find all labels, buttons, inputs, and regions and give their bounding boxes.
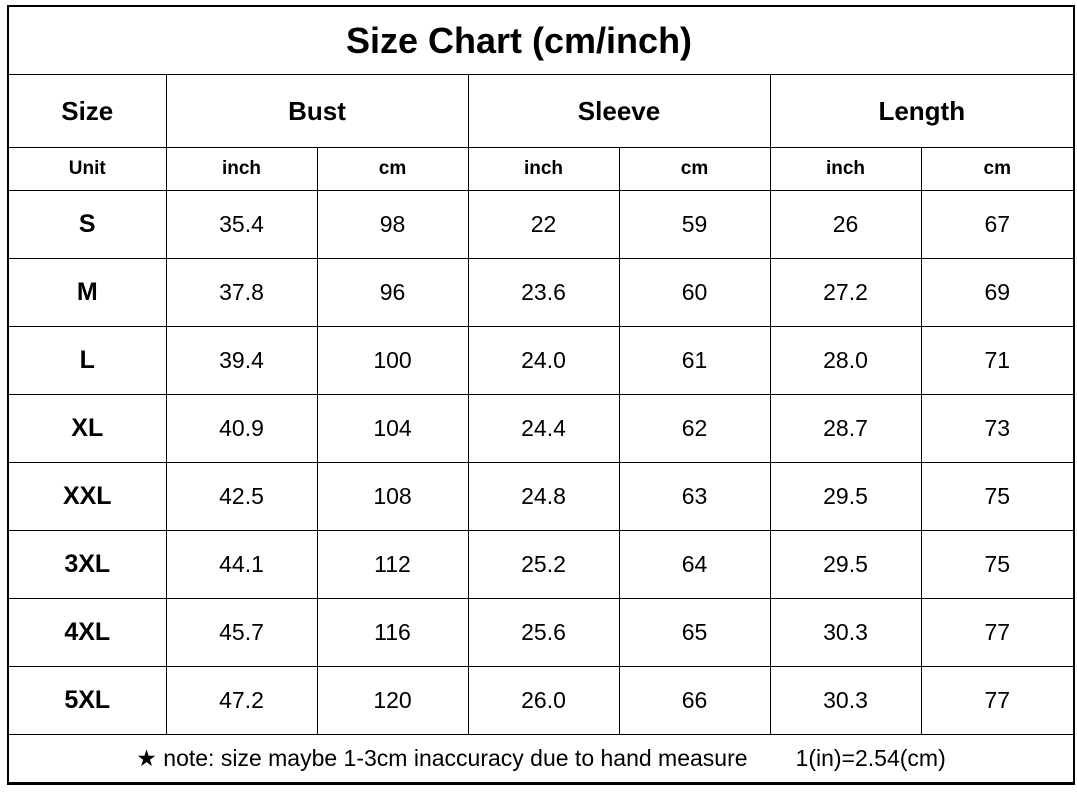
header-length: Length [769,74,1076,148]
table-row: S 35.4 98 22 59 26 67 [7,190,1076,259]
measure-cell: 60 [618,258,771,327]
measure-cell: 42.5 [165,462,318,531]
conversion-text: 1(in)=2.54(cm) [795,745,946,771]
measure-cell: 23.6 [467,258,620,327]
header-row: Size Bust Sleeve Length [7,74,1076,148]
measure-cell: 26.0 [467,666,620,735]
measure-cell: 24.0 [467,326,620,395]
unit-cell: cm [618,147,771,191]
measure-cell: 24.4 [467,394,620,463]
measure-cell: 30.3 [769,598,922,667]
measure-cell: 29.5 [769,530,922,599]
measure-cell: 39.4 [165,326,318,395]
measure-cell: 69 [920,258,1076,327]
header-bust: Bust [165,74,469,148]
measure-cell: 27.2 [769,258,922,327]
unit-row: Unit inch cm inch cm inch cm [7,147,1076,191]
size-label: 5XL [7,666,167,735]
note-row: ★ note: size maybe 1-3cm inaccuracy due … [6,734,1076,785]
size-label: XL [7,394,167,463]
measure-cell: 28.7 [769,394,922,463]
measure-cell: 116 [316,598,469,667]
measure-cell: 64 [618,530,771,599]
measure-cell: 35.4 [165,190,318,259]
measure-cell: 26 [769,190,922,259]
size-chart-table: Size Chart (cm/inch) Size Bust Sleeve Le… [6,5,1076,785]
size-label: 3XL [7,530,167,599]
table-row: 3XL 44.1 112 25.2 64 29.5 75 [7,530,1076,599]
measure-cell: 59 [618,190,771,259]
measure-cell: 67 [920,190,1076,259]
measure-cell: 45.7 [165,598,318,667]
measure-cell: 44.1 [165,530,318,599]
table-row: L 39.4 100 24.0 61 28.0 71 [7,326,1076,395]
page-title: Size Chart (cm/inch) [345,19,693,61]
measure-cell: 98 [316,190,469,259]
measure-cell: 73 [920,394,1076,463]
table-row: XXL 42.5 108 24.8 63 29.5 75 [7,462,1076,531]
measure-cell: 40.9 [165,394,318,463]
size-label: L [7,326,167,395]
measure-cell: 120 [316,666,469,735]
measure-cell: 28.0 [769,326,922,395]
measure-cell: 63 [618,462,771,531]
measure-cell: 30.3 [769,666,922,735]
table-row: 4XL 45.7 116 25.6 65 30.3 77 [7,598,1076,667]
unit-label: Unit [7,147,167,191]
measure-cell: 61 [618,326,771,395]
measure-cell: 24.8 [467,462,620,531]
measure-cell: 96 [316,258,469,327]
header-sleeve: Sleeve [467,74,771,148]
table-row: M 37.8 96 23.6 60 27.2 69 [7,258,1076,327]
note-cell: ★ note: size maybe 1-3cm inaccuracy due … [6,734,1076,785]
measure-cell: 77 [920,666,1076,735]
unit-cell: inch [769,147,922,191]
measure-cell: 65 [618,598,771,667]
measure-cell: 71 [920,326,1076,395]
measure-cell: 75 [920,462,1076,531]
size-label: 4XL [7,598,167,667]
title-row: Size Chart (cm/inch) [6,5,1076,75]
measure-cell: 29.5 [769,462,922,531]
measure-cell: 62 [618,394,771,463]
measure-cell: 108 [316,462,469,531]
size-label: XXL [7,462,167,531]
measure-cell: 112 [316,530,469,599]
measure-cell: 47.2 [165,666,318,735]
measure-cell: 77 [920,598,1076,667]
table-row: XL 40.9 104 24.4 62 28.7 73 [7,394,1076,463]
measure-cell: 25.6 [467,598,620,667]
measure-cell: 75 [920,530,1076,599]
unit-cell: inch [165,147,318,191]
unit-cell: cm [920,147,1076,191]
unit-cell: inch [467,147,620,191]
size-label: S [7,190,167,259]
measure-cell: 104 [316,394,469,463]
unit-cell: cm [316,147,469,191]
measure-cell: 66 [618,666,771,735]
size-label: M [7,258,167,327]
measure-cell: 22 [467,190,620,259]
note-text: ★ note: size maybe 1-3cm inaccuracy due … [136,745,748,771]
measure-cell: 100 [316,326,469,395]
header-size: Size [7,74,167,148]
measure-cell: 25.2 [467,530,620,599]
measure-cell: 37.8 [165,258,318,327]
table-row: 5XL 47.2 120 26.0 66 30.3 77 [7,666,1076,735]
